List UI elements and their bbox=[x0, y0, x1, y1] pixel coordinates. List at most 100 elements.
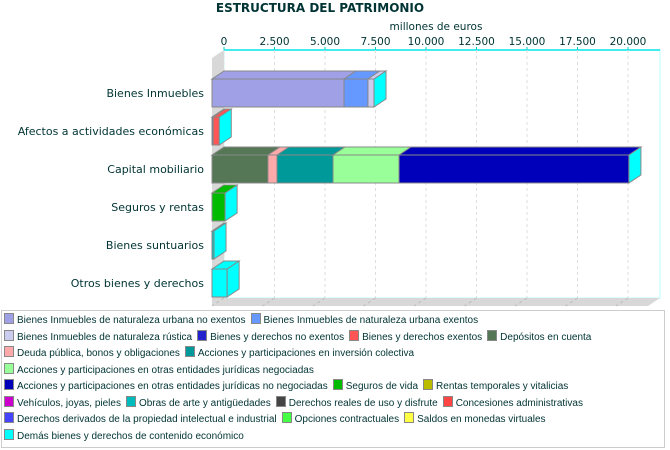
legend-swatch bbox=[250, 313, 261, 324]
legend-label: Concesiones administrativas bbox=[455, 397, 583, 409]
legend-label: Bienes y derechos exentos bbox=[362, 331, 483, 343]
legend-item: Acciones y participaciones en inversión … bbox=[184, 346, 414, 363]
legend-item: Bienes y derechos no exentos bbox=[197, 329, 345, 347]
legend-label: Bienes Inmuebles de naturaleza urbana no… bbox=[17, 315, 246, 326]
x-axis-label: millones de euros bbox=[390, 21, 483, 33]
legend-swatch bbox=[349, 329, 360, 341]
legend-swatch bbox=[332, 379, 343, 390]
legend-item: Opciones contractuales bbox=[281, 412, 400, 429]
legend-item: Seguros de vida bbox=[332, 379, 419, 396]
legend-label: Deuda pública, bonos y obligaciones bbox=[17, 348, 180, 359]
legend-item: Demás bienes y derechos de contenido eco… bbox=[4, 428, 244, 446]
legend-swatch bbox=[423, 379, 434, 390]
legend-swatch bbox=[281, 412, 292, 423]
legend-swatch bbox=[125, 395, 136, 407]
bar-segment bbox=[367, 78, 375, 108]
category-label: Afectos a actividades económicas bbox=[18, 125, 205, 138]
category-label: Capital mobiliario bbox=[107, 163, 204, 176]
legend-label: Bienes Inmuebles de naturaleza urbana ex… bbox=[263, 315, 479, 326]
category-label: Otros bienes y derechos bbox=[71, 277, 205, 290]
bar-segment bbox=[332, 154, 400, 184]
legend-item: Obras de arte y antigüedades bbox=[125, 395, 271, 413]
legend-swatch bbox=[4, 313, 14, 324]
category-label: Bienes suntuarios bbox=[106, 239, 204, 252]
x-tick-label: 10.000 bbox=[408, 36, 445, 48]
bar-segment bbox=[343, 78, 369, 108]
legend-item: Acciones y participaciones en otras enti… bbox=[4, 362, 314, 380]
bar-segment bbox=[276, 154, 334, 184]
legend-item: Concesiones administrativas bbox=[442, 395, 583, 413]
legend-swatch bbox=[487, 329, 498, 341]
floor-gridline bbox=[514, 297, 528, 307]
bar-chart: millones de euros 0 2.500 5.000 7.500 10.000 1… bbox=[18, 21, 661, 307]
legend-swatch bbox=[442, 395, 453, 407]
legend-label: Demás bienes y derechos de contenido eco… bbox=[17, 430, 244, 442]
floor-gridline bbox=[615, 297, 629, 307]
legend-label: Saldos en monedas virtuales bbox=[417, 414, 546, 425]
legend-label: Bienes Inmuebles de naturaleza rústica bbox=[17, 331, 193, 343]
legend-swatch bbox=[197, 329, 208, 341]
legend-item: Bienes Inmuebles de naturaleza urbana no… bbox=[4, 313, 246, 330]
bar-segment bbox=[211, 268, 228, 298]
chart-title: ESTRUCTURA DEL PATRIMONIO bbox=[215, 1, 425, 15]
legend: Bienes Inmuebles de naturaleza urbana no… bbox=[1, 310, 665, 448]
legend-label: Depósitos en cuenta bbox=[500, 331, 592, 343]
bar-group bbox=[210, 108, 233, 146]
legend-label: Opciones contractuales bbox=[294, 414, 400, 425]
legend-item: Deuda pública, bonos y obligaciones bbox=[4, 346, 180, 363]
bar-end-face bbox=[628, 146, 642, 184]
legend-item: Saldos en monedas virtuales bbox=[404, 412, 546, 429]
x-tick-label: 17.500 bbox=[559, 36, 596, 48]
legend-item: Bienes Inmuebles de naturaleza urbana ex… bbox=[250, 313, 479, 330]
floor-gridline bbox=[211, 297, 225, 307]
x-tick-label: 7.500 bbox=[360, 36, 390, 48]
legend-label: Rentas temporales y vitalicias bbox=[436, 381, 569, 392]
legend-swatch bbox=[4, 362, 14, 374]
floor-gridline bbox=[262, 297, 275, 307]
legend-item: Bienes y derechos exentos bbox=[349, 329, 483, 347]
legend-item: Rentas temporales y vitalicias bbox=[423, 379, 568, 396]
legend-swatch bbox=[4, 329, 14, 341]
legend-swatch bbox=[4, 379, 14, 390]
floor-gridline bbox=[312, 297, 326, 307]
bar-segment-top bbox=[397, 146, 643, 156]
x-tick-label: 0 bbox=[221, 36, 228, 48]
legend-label: Seguros de vida bbox=[345, 381, 419, 392]
category-label: Seguros y rentas bbox=[111, 201, 204, 214]
floor-gridline bbox=[565, 297, 578, 307]
legend-item: Acciones y participaciones en otras enti… bbox=[4, 379, 328, 396]
legend-label: Acciones y participaciones en otras enti… bbox=[17, 381, 328, 392]
x-tick-label: 5.000 bbox=[310, 36, 340, 48]
bar-segment bbox=[211, 154, 269, 184]
legend-swatch bbox=[4, 412, 14, 423]
bar-segment bbox=[398, 154, 630, 184]
bar-segment-top bbox=[210, 70, 358, 80]
bar-end-face bbox=[218, 108, 232, 146]
legend-swatch bbox=[4, 346, 14, 357]
legend-swatch bbox=[4, 428, 14, 440]
legend-swatch bbox=[275, 395, 286, 407]
legend-label: Obras de arte y antigüedades bbox=[138, 397, 271, 409]
category-label: Bienes Inmuebles bbox=[106, 87, 204, 100]
bar-group bbox=[210, 70, 388, 108]
legend-swatch bbox=[184, 346, 195, 357]
legend-item: Derechos derivados de la propiedad intel… bbox=[4, 412, 277, 429]
legend-item: Bienes Inmuebles de naturaleza rústica bbox=[4, 329, 193, 347]
legend-label: Bienes y derechos no exentos bbox=[210, 331, 345, 343]
bar-segment bbox=[211, 192, 226, 222]
legend-label: Derechos derivados de la propiedad intel… bbox=[17, 414, 277, 425]
bar-group bbox=[210, 146, 643, 184]
x-tick-label: 2.500 bbox=[259, 36, 289, 48]
bar-segment bbox=[212, 116, 220, 146]
bar-end-face bbox=[226, 260, 240, 298]
bar-end-face bbox=[224, 184, 238, 222]
legend-item: Depósitos en cuenta bbox=[487, 329, 592, 347]
floor bbox=[212, 298, 660, 306]
floor-gridline bbox=[363, 297, 376, 307]
x-tick-label: 15.000 bbox=[509, 36, 546, 48]
legend-item: Vehículos, joyas, pieles bbox=[4, 395, 121, 413]
legend-label: Vehículos, joyas, pieles bbox=[17, 397, 121, 409]
bar-end-face bbox=[373, 70, 387, 108]
legend-swatch bbox=[404, 412, 415, 423]
